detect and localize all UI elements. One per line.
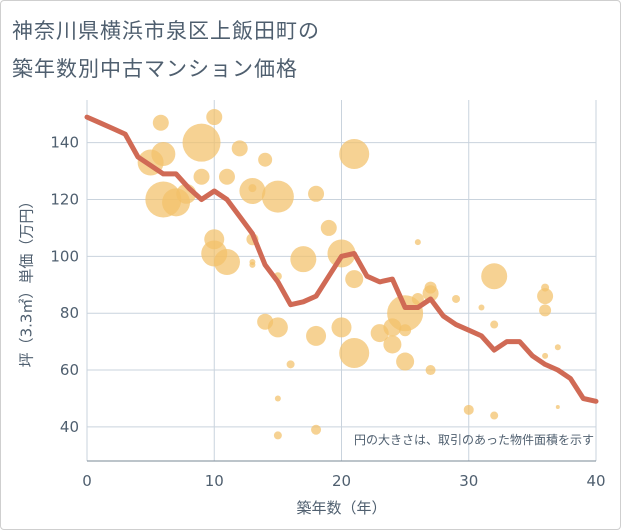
data-bubble (327, 239, 356, 268)
data-bubble (422, 285, 439, 302)
data-bubble (387, 295, 424, 332)
data-bubble (320, 219, 337, 236)
y-tick-label: 60 (60, 361, 79, 379)
data-bubble (267, 317, 288, 338)
data-bubble (425, 365, 436, 376)
x-tick-label: 0 (82, 472, 92, 490)
data-bubble (273, 431, 282, 440)
data-bubble (311, 424, 322, 435)
x-tick-label: 40 (586, 472, 605, 490)
data-bubble (411, 292, 424, 305)
data-bubble (490, 411, 499, 420)
trend-line (84, 114, 599, 404)
y-tick-label: 140 (50, 134, 79, 152)
data-bubble (452, 294, 461, 303)
data-bubble (152, 114, 169, 131)
data-bubble (339, 337, 370, 368)
y-axis-label: 坪（3.3㎡）単価（万円） (18, 194, 36, 368)
data-bubble (151, 142, 176, 167)
data-bubble (261, 180, 294, 213)
y-tick-label: 40 (60, 418, 79, 436)
data-bubble (218, 168, 235, 185)
data-bubble (331, 317, 352, 338)
x-tick-label: 10 (205, 472, 224, 490)
data-bubble (345, 270, 364, 289)
data-bubble (481, 263, 508, 290)
data-bubble (213, 249, 240, 276)
data-bubble (396, 352, 415, 371)
x-tick-labels: 0 10 20 30 40 (82, 472, 605, 490)
y-tick-labels: 40 60 80 100 120 140 (50, 134, 79, 436)
data-bubble (555, 404, 560, 409)
data-bubble (399, 324, 412, 337)
x-tick-label: 20 (332, 472, 351, 490)
y-tick-label: 100 (50, 247, 79, 265)
data-bubble (490, 320, 499, 329)
data-bubble (182, 123, 221, 162)
size-note: 円の大きさは、取引のあった物件面積を示す (354, 432, 594, 447)
data-bubble (541, 283, 550, 292)
data-bubble (308, 185, 325, 202)
data-bubble (231, 140, 248, 157)
chart-title-line1: 神奈川県横浜市泉区上飯田町の (12, 19, 320, 43)
data-bubble (478, 304, 485, 311)
x-tick-label: 30 (459, 472, 478, 490)
chart-title-line2: 築年数別中古マンション価格 (12, 57, 298, 81)
data-bubble (274, 395, 281, 402)
data-bubble (414, 239, 421, 246)
y-tick-label: 120 (50, 190, 79, 208)
data-bubble (383, 335, 402, 354)
data-bubble (463, 404, 474, 415)
data-bubble (258, 152, 273, 167)
data-bubble (206, 109, 223, 126)
data-bubble (539, 304, 552, 317)
data-bubble (554, 344, 561, 351)
data-bubble (339, 139, 370, 170)
data-bubble (306, 325, 327, 346)
data-bubble (537, 288, 554, 305)
data-bubble (249, 259, 256, 266)
data-bubble (248, 184, 257, 193)
bubble-layer (137, 109, 561, 440)
x-axis-label: 築年数（年） (296, 499, 386, 517)
data-bubble (286, 360, 295, 369)
data-bubble (193, 168, 210, 185)
data-bubble (290, 246, 317, 273)
data-bubble (542, 352, 549, 359)
y-tick-label: 80 (60, 304, 79, 322)
